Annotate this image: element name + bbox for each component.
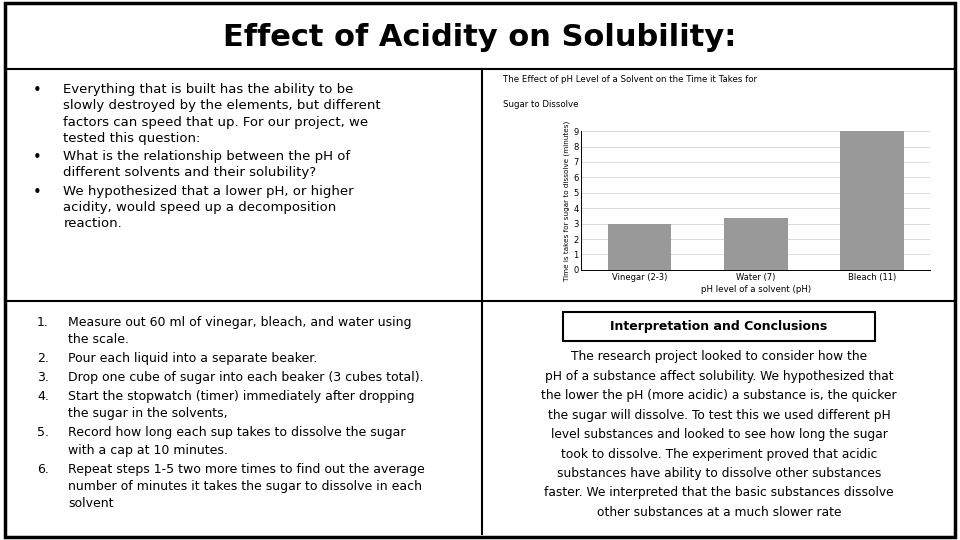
Text: the sugar will dissolve. To test this we used different pH: the sugar will dissolve. To test this we… [547, 409, 891, 422]
Text: 1.: 1. [36, 316, 49, 329]
Text: number of minutes it takes the sugar to dissolve in each: number of minutes it takes the sugar to … [68, 480, 421, 493]
Text: Interpretation and Conclusions: Interpretation and Conclusions [611, 320, 828, 333]
Text: the scale.: the scale. [68, 333, 129, 346]
Text: solvent: solvent [68, 497, 113, 510]
Text: 6.: 6. [36, 463, 49, 476]
Text: •: • [33, 150, 41, 165]
Text: other substances at a much slower rate: other substances at a much slower rate [597, 506, 841, 519]
Text: Sugar to Dissolve: Sugar to Dissolve [503, 100, 579, 109]
Text: Drop one cube of sugar into each beaker (3 cubes total).: Drop one cube of sugar into each beaker … [68, 371, 423, 384]
Text: pH level of a solvent (pH): pH level of a solvent (pH) [701, 286, 811, 294]
Text: 5.: 5. [36, 427, 49, 440]
Text: Everything that is built has the ability to be: Everything that is built has the ability… [63, 83, 354, 96]
Text: reaction.: reaction. [63, 217, 122, 230]
Y-axis label: Time is takes for sugar to dissolve (minutes): Time is takes for sugar to dissolve (min… [564, 120, 570, 281]
Text: Effect of Acidity on Solubility:: Effect of Acidity on Solubility: [224, 23, 736, 52]
Text: We hypothesized that a lower pH, or higher: We hypothesized that a lower pH, or high… [63, 185, 354, 198]
Text: took to dissolve. The experiment proved that acidic: took to dissolve. The experiment proved … [561, 448, 877, 461]
Text: Start the stopwatch (timer) immediately after dropping: Start the stopwatch (timer) immediately … [68, 390, 415, 403]
Text: The Effect of pH Level of a Solvent on the Time it Takes for: The Effect of pH Level of a Solvent on t… [503, 75, 757, 84]
Text: level substances and looked to see how long the sugar: level substances and looked to see how l… [551, 428, 887, 441]
Text: the sugar in the solvents,: the sugar in the solvents, [68, 407, 228, 420]
Bar [724, 218, 788, 270]
Bar [840, 131, 904, 270]
Text: factors can speed that up. For our project, we: factors can speed that up. For our proje… [63, 116, 369, 129]
Text: Repeat steps 1-5 two more times to find out the average: Repeat steps 1-5 two more times to find … [68, 463, 424, 476]
Text: 3.: 3. [36, 371, 49, 384]
Bar [608, 224, 671, 270]
Text: faster. We interpreted that the basic substances dissolve: faster. We interpreted that the basic su… [544, 487, 894, 500]
Text: different solvents and their solubility?: different solvents and their solubility? [63, 166, 317, 179]
Text: Measure out 60 ml of vinegar, bleach, and water using: Measure out 60 ml of vinegar, bleach, an… [68, 316, 412, 329]
Text: •: • [33, 185, 41, 200]
Text: Pour each liquid into a separate beaker.: Pour each liquid into a separate beaker. [68, 352, 317, 365]
Text: the lower the pH (more acidic) a substance is, the quicker: the lower the pH (more acidic) a substan… [541, 389, 897, 402]
Text: 4.: 4. [36, 390, 49, 403]
Text: slowly destroyed by the elements, but different: slowly destroyed by the elements, but di… [63, 99, 381, 112]
Text: •: • [33, 83, 41, 98]
Text: 2.: 2. [36, 352, 49, 365]
Text: with a cap at 10 minutes.: with a cap at 10 minutes. [68, 444, 228, 457]
Text: Record how long each sup takes to dissolve the sugar: Record how long each sup takes to dissol… [68, 427, 405, 440]
Text: acidity, would speed up a decomposition: acidity, would speed up a decomposition [63, 201, 337, 214]
Text: substances have ability to dissolve other substances: substances have ability to dissolve othe… [557, 467, 881, 480]
Text: tested this question:: tested this question: [63, 132, 201, 145]
Text: The research project looked to consider how the: The research project looked to consider … [571, 350, 867, 363]
FancyBboxPatch shape [563, 312, 876, 341]
Text: pH of a substance affect solubility. We hypothesized that: pH of a substance affect solubility. We … [544, 369, 894, 383]
Text: What is the relationship between the pH of: What is the relationship between the pH … [63, 150, 350, 163]
